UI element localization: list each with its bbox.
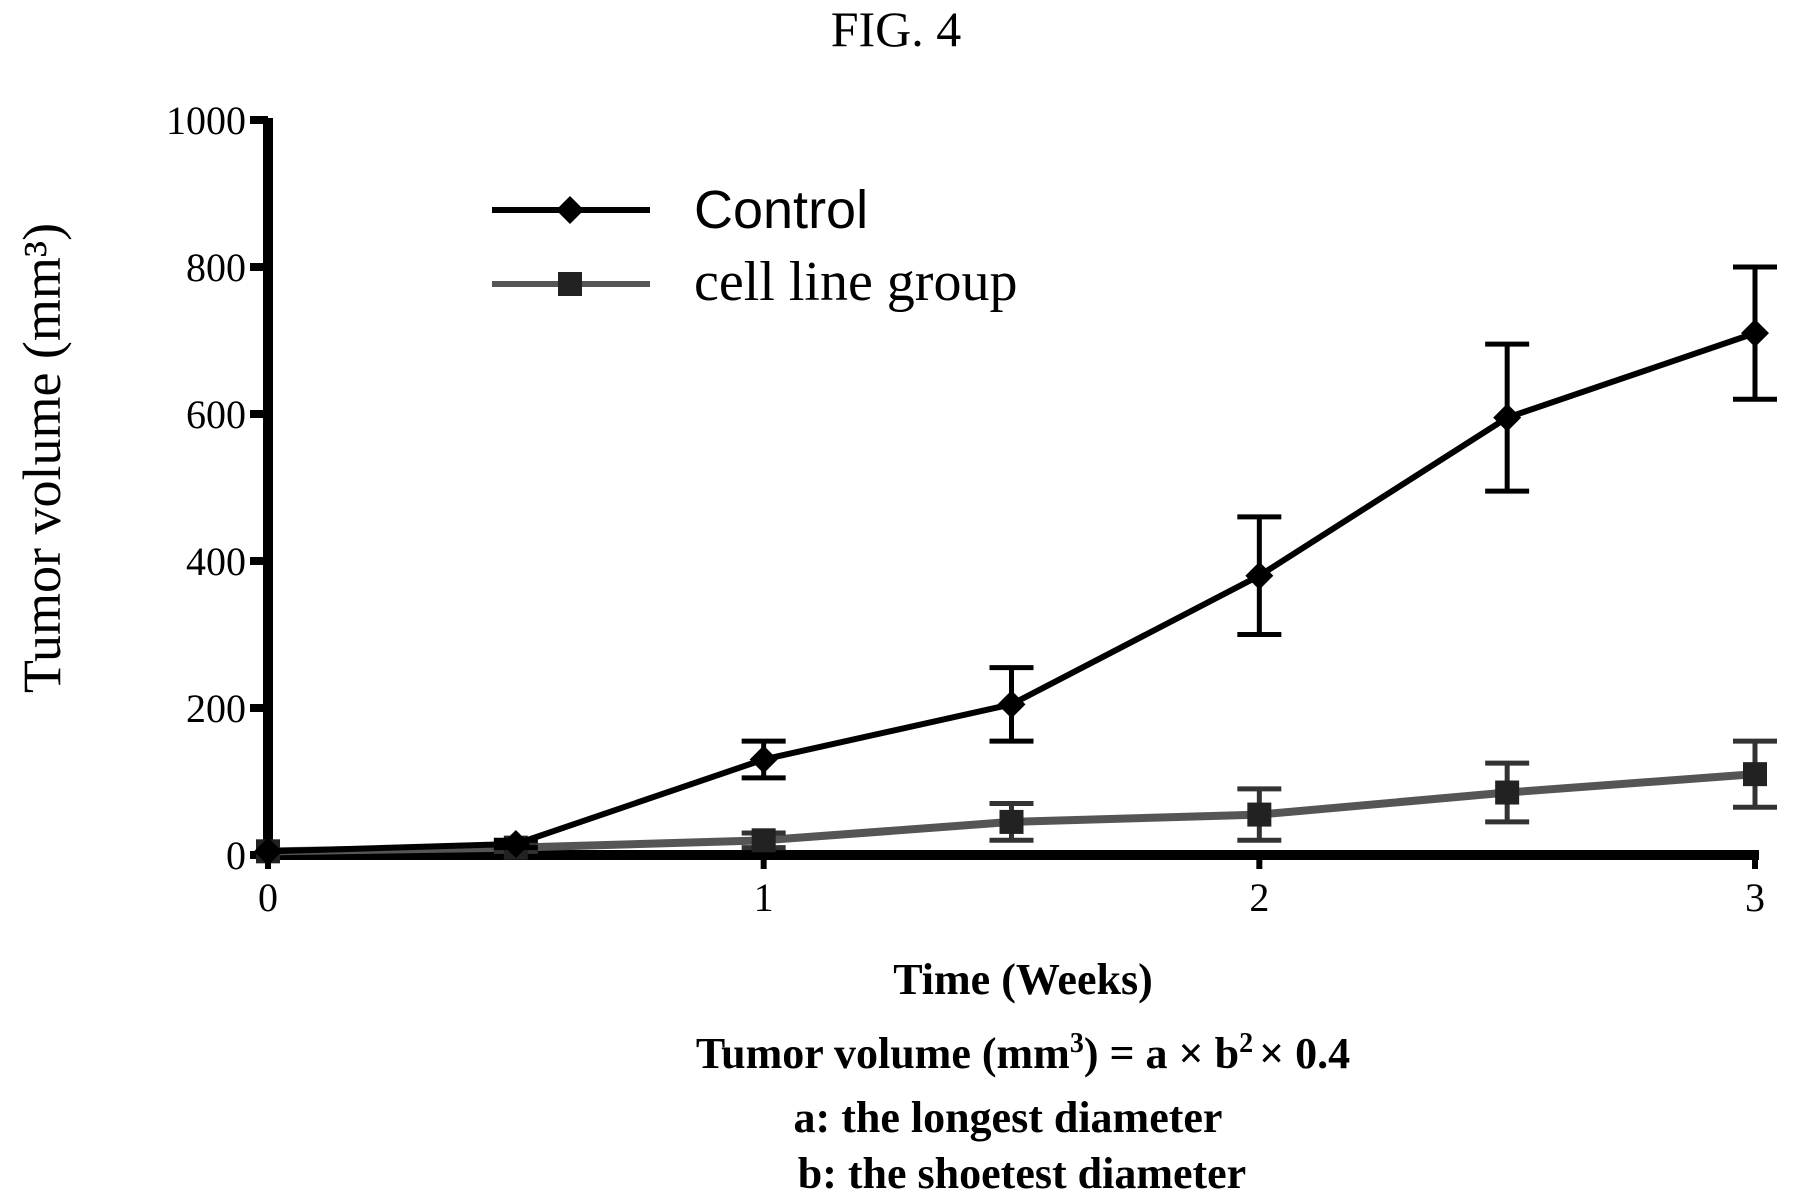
x-tick-label: 3 xyxy=(1745,875,1765,920)
data-point xyxy=(1247,803,1271,827)
y-tick-label: 1000 xyxy=(166,98,246,143)
figure-title: FIG. 4 xyxy=(831,1,962,57)
x-tick-label: 2 xyxy=(1249,875,1269,920)
formula-suffix: × 0.4 xyxy=(1259,1029,1350,1078)
legend-item-control: Control xyxy=(492,180,868,240)
series-line-control xyxy=(268,333,1755,851)
data-point xyxy=(1743,762,1767,786)
formula-prefix: Tumor volume (mm xyxy=(696,1029,1070,1078)
axes xyxy=(263,118,1759,855)
legend-label-control: Control xyxy=(694,180,868,240)
legend-marker-control xyxy=(556,196,584,224)
y-axis-label: Tumor volume (mm³) xyxy=(12,223,72,693)
legend: Control cell line group xyxy=(492,180,1017,313)
y-tick-label: 600 xyxy=(186,392,246,437)
y-tick-label: 400 xyxy=(186,539,246,584)
data-point xyxy=(1495,781,1519,805)
data-point xyxy=(750,745,778,773)
y-tick-label: 200 xyxy=(186,686,246,731)
x-tick-label: 1 xyxy=(754,875,774,920)
data-point xyxy=(998,690,1026,718)
x-ticks: 0 1 2 3 xyxy=(258,855,1765,920)
formula-superscript: 3 xyxy=(1070,1028,1084,1059)
formula-line: Tumor volume (mm3) = a × b2× 0.4 xyxy=(696,1028,1350,1078)
data-point xyxy=(1000,810,1024,834)
y-tick-label: 0 xyxy=(226,833,246,878)
legend-label-cell-line-group: cell line group xyxy=(694,251,1017,313)
legend-item-cell-line-group: cell line group xyxy=(492,251,1017,313)
formula-middle: ) = a × b xyxy=(1084,1029,1239,1078)
y-ticks: 0 200 400 600 800 1000 xyxy=(166,98,268,878)
note-line-a: a: the longest diameter xyxy=(794,1093,1223,1142)
series-control xyxy=(254,267,1777,865)
x-tick-label: 0 xyxy=(258,875,278,920)
legend-marker-cell-line-group xyxy=(558,272,582,296)
plot-area: 0 200 400 600 800 1000 0 1 2 3 xyxy=(166,98,1777,920)
y-tick-label: 800 xyxy=(186,245,246,290)
x-axis-label: Time (Weeks) xyxy=(893,955,1153,1004)
data-point xyxy=(752,828,776,852)
series-layer xyxy=(254,267,1777,865)
data-point xyxy=(1741,319,1769,347)
formula-superscript-2: 2 xyxy=(1239,1028,1253,1059)
note-line-b: b: the shoetest diameter xyxy=(798,1149,1246,1198)
